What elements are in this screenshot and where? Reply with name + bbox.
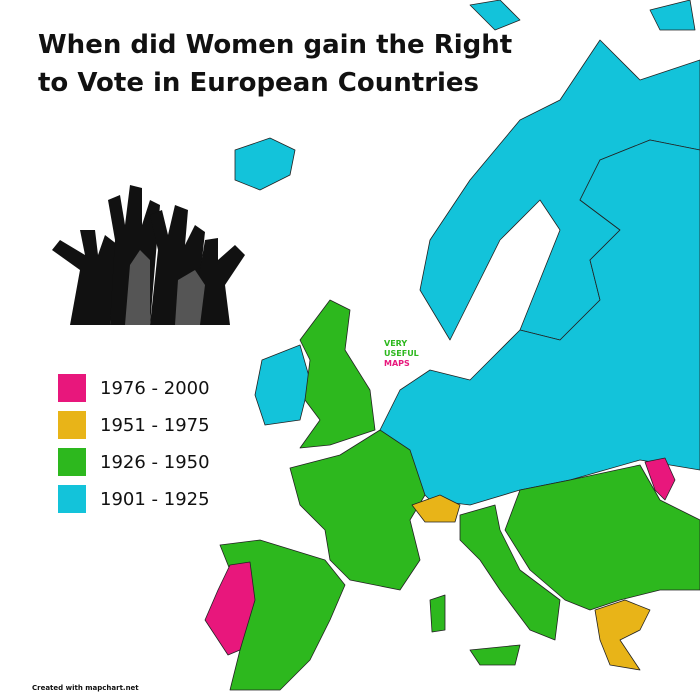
watermark: VERY <box>384 339 407 348</box>
region <box>204 561 256 656</box>
map-regions <box>204 0 700 691</box>
legend-label: 1976 - 2000 <box>100 378 210 399</box>
legend-swatch <box>58 448 86 476</box>
region <box>254 344 311 426</box>
legend-swatch <box>58 374 86 402</box>
legend-label: 1901 - 1925 <box>100 489 210 510</box>
legend-swatch <box>58 485 86 513</box>
hands-icon <box>52 185 245 325</box>
region <box>504 464 700 611</box>
legend: 1976 - 2000 1951 - 1975 1926 - 1950 1901 - … <box>58 374 210 513</box>
region <box>289 429 426 591</box>
region <box>411 494 461 523</box>
watermark: USEFUL <box>384 349 419 358</box>
title: When did Women gain the Right to Vote in… <box>38 30 513 98</box>
region <box>469 0 696 31</box>
region <box>429 504 561 666</box>
legend-label: 1951 - 1975 <box>100 415 210 436</box>
region <box>234 137 296 191</box>
region <box>594 599 651 671</box>
region <box>299 299 376 449</box>
region <box>644 457 676 501</box>
legend-label: 1926 - 1950 <box>100 452 210 473</box>
watermark: MAPS <box>384 359 410 368</box>
credit: Created with mapchart.net <box>32 684 139 692</box>
legend-swatch <box>58 411 86 439</box>
